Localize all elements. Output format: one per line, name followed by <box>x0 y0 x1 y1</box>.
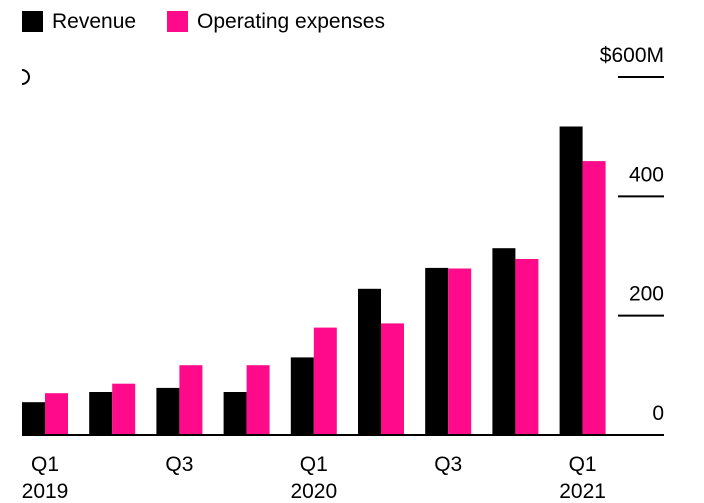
revenue-bar-4 <box>290 357 314 435</box>
operating-expenses-bar-1 <box>112 383 136 435</box>
operating-expenses-bar-5 <box>381 323 404 435</box>
revenue-bar-5 <box>358 288 381 435</box>
revenue-bar-0 <box>22 402 45 435</box>
operating-expenses-bar-0 <box>45 393 68 435</box>
loading-spinner-icon <box>21 69 30 85</box>
x-tick-year-0: 2019 <box>22 480 69 503</box>
operating-expenses-bar-2 <box>179 365 203 435</box>
revenue-bar-8 <box>559 126 583 435</box>
x-tick-label-4: Q1 <box>300 453 328 476</box>
x-tick-year-8: 2021 <box>559 480 606 503</box>
x-tick-year-4: 2020 <box>290 480 337 503</box>
revenue-bar-7 <box>492 248 516 435</box>
operating-expenses-bar-3 <box>246 365 270 435</box>
revenue-bar-3 <box>223 392 247 435</box>
operating-expenses-bar-4 <box>313 327 337 435</box>
operating-expenses-bar-6 <box>448 268 472 435</box>
x-tick-label-2: Q3 <box>165 453 193 476</box>
revenue-bar-6 <box>425 267 449 435</box>
x-tick-label-6: Q3 <box>434 453 462 476</box>
legend-swatch-revenue <box>22 11 43 32</box>
x-tick-label-0: Q1 <box>31 453 59 476</box>
legend-swatch-operating-expenses <box>167 11 188 32</box>
y-tick-label-600: $600M <box>600 44 664 67</box>
operating-expenses-bar-8 <box>582 161 606 435</box>
revenue-bar-1 <box>89 392 113 435</box>
y-tick-label-0: 0 <box>652 402 664 425</box>
x-tick-label-8: Q1 <box>569 453 597 476</box>
revenue-bar-2 <box>156 387 180 435</box>
y-tick-label-200: 200 <box>629 283 664 306</box>
legend-label-revenue: Revenue <box>52 10 136 33</box>
legend-label-operating-expenses: Operating expenses <box>197 10 385 33</box>
y-tick-label-400: 400 <box>629 163 664 186</box>
operating-expenses-bar-7 <box>515 259 539 435</box>
